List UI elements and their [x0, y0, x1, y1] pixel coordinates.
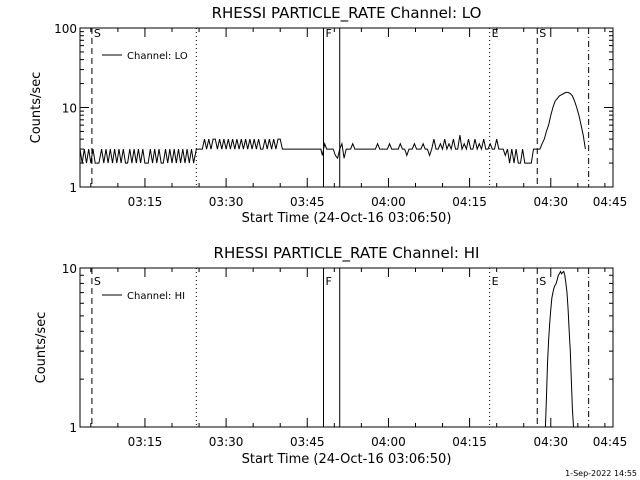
- y-axis-label: Counts/sec: [34, 312, 49, 384]
- x-tick-label: 04:00: [371, 195, 406, 209]
- x-tick-label: 04:00: [371, 435, 406, 449]
- x-axis-label: Start Time (24-Oct-16 03:06:50): [242, 452, 452, 467]
- x-tick-label: 04:30: [533, 435, 568, 449]
- event-marker-letter: S: [94, 27, 101, 40]
- legend-label: Channel: LO: [127, 51, 188, 62]
- legend-label: Channel: HI: [127, 291, 185, 302]
- event-marker-letter: S: [539, 275, 546, 288]
- y-tick-label: 100: [54, 22, 77, 36]
- event-marker-letter: S: [94, 275, 101, 288]
- x-tick-label: 04:15: [452, 435, 487, 449]
- x-tick-label: 04:15: [452, 195, 487, 209]
- event-marker-letter: S: [539, 27, 546, 40]
- event-marker-letter: E: [492, 275, 499, 288]
- x-tick-label: 03:45: [290, 435, 325, 449]
- event-marker-letter: F: [326, 27, 332, 40]
- x-tick-label: 03:15: [128, 195, 163, 209]
- panel-lo: RHESSI PARTICLE_RATE Channel: LO 1 10 100 03…: [29, 4, 627, 226]
- series-line: [79, 91, 586, 164]
- y-tick-label: 10: [62, 102, 77, 116]
- event-marker-letter: E: [492, 27, 499, 40]
- y-axis-label: Counts/sec: [29, 72, 44, 144]
- x-tick-label: 04:45: [593, 195, 628, 209]
- x-tick-label: 03:30: [209, 435, 244, 449]
- y-tick-label: 10: [62, 262, 77, 276]
- event-marker-letter: F: [326, 275, 332, 288]
- x-axis-label: Start Time (24-Oct-16 03:06:50): [242, 211, 452, 226]
- x-tick-label: 03:45: [290, 195, 325, 209]
- plot-frame: [79, 267, 614, 428]
- x-tick-label: 04:30: [533, 195, 568, 209]
- series-line: [544, 270, 574, 428]
- y-tick-label: 1: [69, 421, 77, 435]
- x-tick-label: 03:15: [128, 435, 163, 449]
- x-tick-label: 04:45: [593, 435, 628, 449]
- chart-title: RHESSI PARTICLE_RATE Channel: LO: [212, 4, 482, 23]
- footer-date: 1-Sep-2022 14:55: [565, 469, 637, 478]
- x-tick-label: 03:30: [209, 195, 244, 209]
- y-tick-label: 1: [69, 181, 77, 195]
- chart-title: RHESSI PARTICLE_RATE Channel: HI: [214, 244, 480, 263]
- panel-hi: RHESSI PARTICLE_RATE Channel: HI 1 10 03:15…: [34, 244, 627, 467]
